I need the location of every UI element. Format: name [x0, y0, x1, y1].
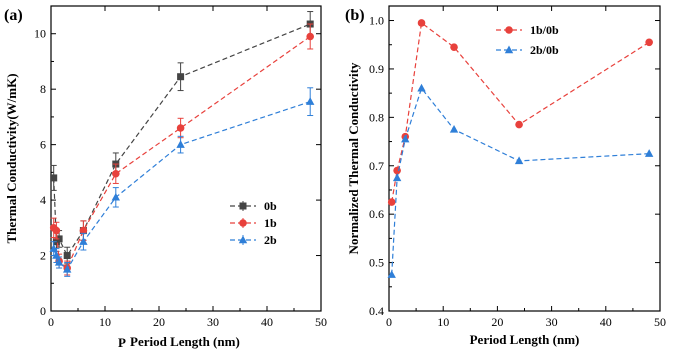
x-tick-label: 10 — [437, 315, 449, 329]
legend-entry: 2b/0b — [496, 43, 559, 57]
series-2b-0b — [387, 83, 654, 278]
legend-marker — [239, 202, 247, 210]
data-point — [112, 169, 120, 178]
legend-entry: 1b — [230, 216, 277, 230]
x-tick-label: 40 — [261, 315, 273, 329]
data-point — [63, 264, 72, 273]
data-point — [176, 140, 185, 148]
legend-label: 1b — [264, 216, 277, 230]
y-axis-label: Normalized Thermal Conductivity — [346, 62, 361, 254]
legend-marker — [505, 26, 513, 34]
x-tick-label: 50 — [315, 315, 327, 329]
data-point — [392, 173, 402, 182]
x-tick-label: 0 — [48, 315, 54, 329]
data-point — [306, 97, 315, 105]
y-tick-label: 10 — [34, 27, 46, 41]
legend-label: 2b/0b — [530, 43, 559, 57]
data-point — [49, 244, 58, 252]
data-point — [177, 73, 185, 81]
legend-entry: 2b — [230, 233, 277, 247]
legend-label: 1b/0b — [530, 23, 559, 37]
y-tick-label: 8 — [40, 82, 46, 96]
x-tick-label: 20 — [153, 315, 165, 329]
data-point — [387, 270, 396, 278]
plot-frame — [50, 5, 322, 312]
data-point — [450, 43, 458, 51]
data-point — [401, 134, 410, 143]
panel-label: (b) — [345, 7, 365, 24]
data-point — [54, 257, 64, 266]
data-point — [514, 156, 524, 165]
x-tick-label: 30 — [207, 315, 219, 329]
series-1b-0b — [387, 19, 653, 206]
legend-marker — [238, 235, 248, 244]
legend-entry: 1b/0b — [496, 23, 559, 37]
data-point — [52, 226, 61, 235]
data-point — [417, 83, 426, 92]
data-point — [644, 149, 654, 157]
x-axis-label: Period Length (nm) — [130, 334, 240, 349]
data-point — [387, 198, 396, 206]
data-point — [79, 237, 88, 245]
y-tick-label: 0.4 — [369, 304, 384, 318]
legend-label: 2b — [264, 233, 277, 247]
legend-entry: 0b — [230, 199, 277, 213]
y-tick-label: 0.7 — [369, 159, 384, 173]
series-line — [391, 87, 650, 275]
data-point — [449, 124, 459, 133]
x-tick-label: 10 — [99, 315, 111, 329]
y-tick-label: 1.0 — [369, 14, 384, 28]
x-tick-label: 50 — [654, 315, 666, 329]
series-2b — [49, 87, 315, 277]
data-point — [111, 192, 120, 201]
x-axis-label: Period Length (nm) — [470, 332, 580, 347]
panel-label: (a) — [4, 7, 23, 24]
panel-b-chart: 0 10 20 30 40 50 0.4 0.5 0.6 0.7 0.8 0.9 1.0 Period L… — [345, 5, 666, 347]
panel-a-chart: 0 10 20 30 40 50 0 2 4 6 8 10 P Period Length (nm) The… — [4, 5, 327, 350]
x-tick-label: 30 — [546, 315, 558, 329]
data-point — [645, 38, 653, 47]
y-tick-label: 2 — [40, 249, 46, 263]
data-point — [50, 174, 58, 182]
y-tick-label: 6 — [40, 138, 46, 152]
data-point — [306, 32, 315, 41]
x-tick-label: 40 — [600, 315, 612, 329]
y-tick-label: 0 — [40, 304, 46, 318]
y-tick-label: 0.6 — [369, 207, 384, 221]
x-tick-label: 0 — [386, 315, 392, 329]
data-point — [63, 252, 71, 260]
legend-marker — [504, 45, 514, 54]
y-tick-label: 4 — [40, 193, 46, 207]
x-tick-label: 20 — [491, 315, 503, 329]
data-point — [417, 19, 426, 27]
plot-frame — [388, 5, 661, 312]
legend-marker — [239, 219, 247, 227]
y-tick-label: 0.8 — [369, 110, 384, 124]
y-tick-label: 0.9 — [369, 62, 384, 76]
data-point — [176, 124, 185, 132]
data-point — [515, 120, 523, 129]
legend-label: 0b — [264, 199, 277, 213]
y-axis-label: Thermal Conductivity(W/mK) — [4, 73, 19, 243]
x-axis-label-prefix: P — [118, 335, 126, 350]
y-tick-label: 0.5 — [369, 256, 384, 270]
data-point — [79, 226, 88, 235]
